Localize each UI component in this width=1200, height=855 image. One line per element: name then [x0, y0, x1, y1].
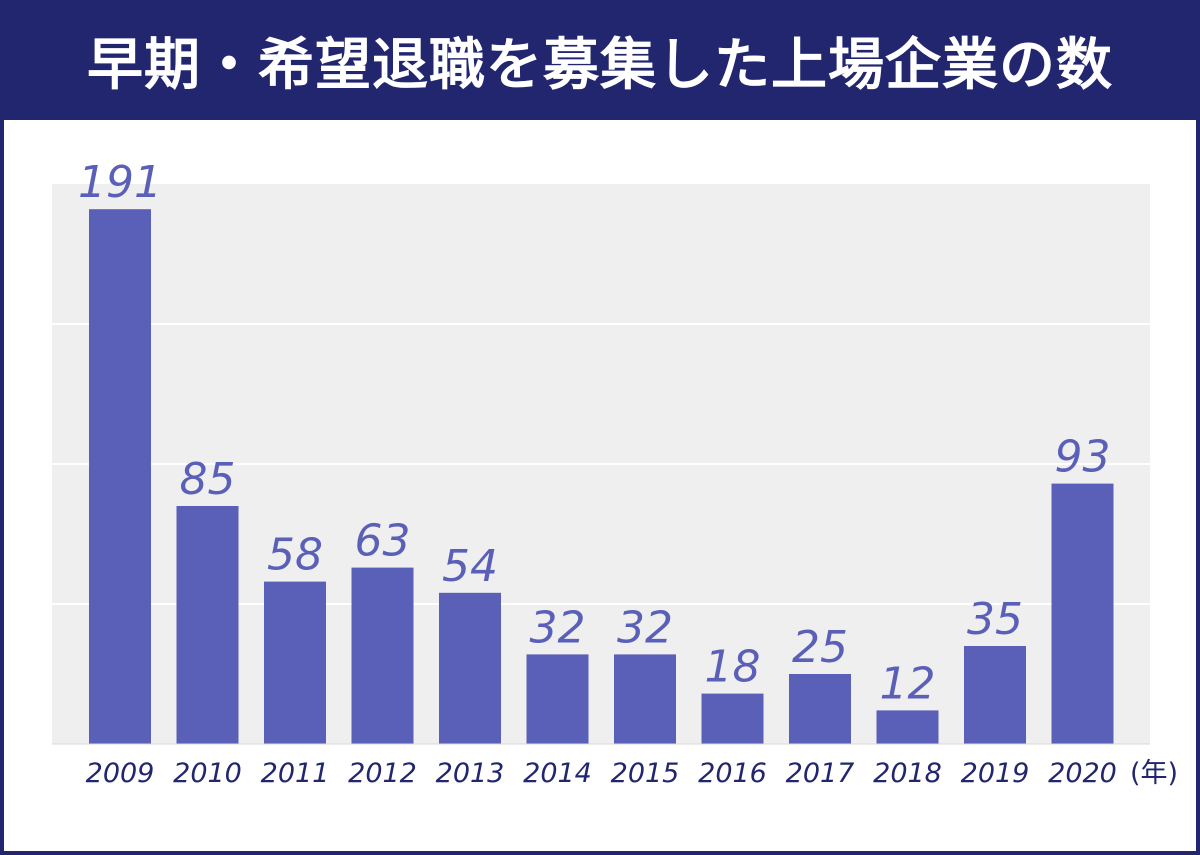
x-unit-label: (年) [1130, 758, 1178, 789]
x-tick-2015: 2015 [611, 758, 680, 789]
value-label-2016: 18 [705, 642, 761, 693]
bar-2014 [526, 654, 589, 744]
bar-2009 [89, 209, 151, 744]
bar-2011 [264, 581, 326, 744]
value-label-2014: 32 [530, 602, 586, 653]
bar-2013 [439, 592, 501, 744]
bar-2012 [351, 567, 414, 744]
bar-2018 [876, 710, 939, 744]
bar-2015 [614, 654, 676, 744]
bar-2019 [964, 646, 1026, 744]
value-label-2017: 25 [792, 622, 848, 673]
title-banner [0, 0, 1200, 120]
chart-title: 早期・希望退職を募集した上場企業の数 [87, 32, 1113, 98]
value-label-2012: 63 [355, 516, 411, 567]
value-label-2013: 54 [442, 541, 498, 592]
value-label-2011: 58 [267, 530, 323, 581]
value-labels: 191 85 58 63 54 32 32 18 25 12 35 93 [78, 157, 1110, 709]
x-tick-2019: 2019 [961, 758, 1030, 789]
bar-2017 [789, 674, 851, 744]
x-tick-labels: 2009 2010 2011 2012 2013 2014 2015 2016 2017 2018… [86, 758, 1117, 789]
x-tick-2020: 2020 [1048, 758, 1117, 789]
bar-2020 [1051, 483, 1114, 744]
value-label-2019: 35 [967, 594, 1023, 645]
bar-2010 [176, 506, 239, 744]
x-tick-2014: 2014 [523, 758, 592, 789]
value-label-2010: 85 [180, 454, 236, 505]
x-tick-2009: 2009 [86, 758, 155, 789]
x-tick-2012: 2012 [348, 758, 417, 789]
value-label-2018: 12 [880, 658, 936, 709]
x-tick-2018: 2018 [873, 758, 942, 789]
x-tick-2010: 2010 [173, 758, 242, 789]
value-label-2020: 93 [1055, 432, 1111, 483]
value-label-2015: 32 [617, 602, 673, 653]
x-tick-2011: 2011 [261, 758, 330, 789]
x-tick-2013: 2013 [436, 758, 505, 789]
value-label-2009: 191 [78, 157, 162, 208]
x-tick-2017: 2017 [786, 758, 855, 789]
x-tick-2016: 2016 [698, 758, 767, 789]
bars [89, 209, 1114, 744]
bar-2016 [701, 693, 764, 744]
